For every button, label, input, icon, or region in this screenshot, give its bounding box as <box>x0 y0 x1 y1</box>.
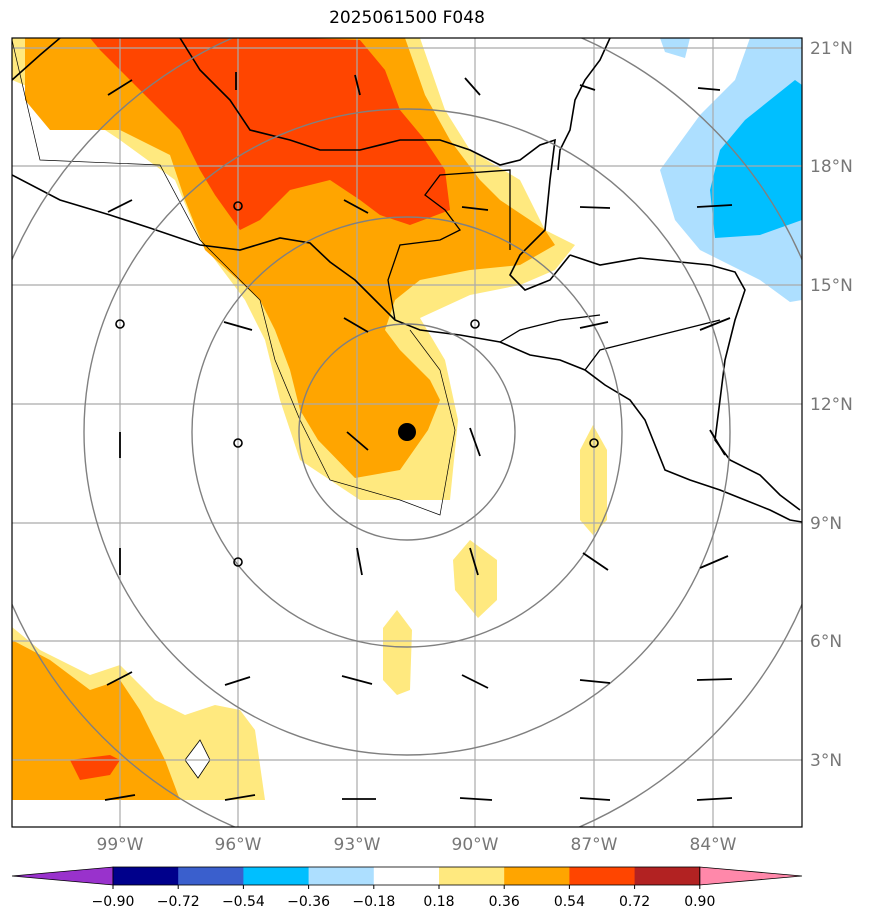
lon-label: 90°W <box>452 835 499 855</box>
colorbar-segment <box>243 867 310 885</box>
map-plot-area <box>12 38 802 827</box>
colorbar-tick-label: −0.90 <box>92 894 135 910</box>
wind-barbs <box>104 72 733 801</box>
map-frame <box>11 37 803 828</box>
latitude-labels: 21°N 18°N 15°N 12°N 9°N 6°N 3°N <box>810 39 853 771</box>
colorbar-tick-label: −0.54 <box>222 894 265 910</box>
lat-label: 12°N <box>810 395 853 415</box>
longitude-labels: 99°W 96°W 93°W 90°W 87°W 84°W <box>97 835 737 855</box>
lat-label: 21°N <box>810 39 853 59</box>
lon-label: 96°W <box>215 835 262 855</box>
colorbar-segment <box>373 867 440 885</box>
map-title: 2025061500 F048 <box>329 8 485 28</box>
colorbar-tick-label: −0.72 <box>157 894 200 910</box>
range-rings <box>12 38 802 827</box>
lon-label: 87°W <box>571 835 618 855</box>
lat-label: 15°N <box>810 276 853 296</box>
lat-label: 6°N <box>810 632 842 652</box>
colorbar-segment <box>439 867 505 885</box>
colorbar-extend-high <box>699 866 803 886</box>
colorbar-segment <box>308 867 375 885</box>
calm-wind-markers <box>115 201 599 567</box>
colorbar-tick-label: −0.18 <box>352 894 395 910</box>
colorbar-tick-label: −0.36 <box>287 894 330 910</box>
lon-label: 99°W <box>97 835 144 855</box>
lat-label: 9°N <box>810 514 842 534</box>
colorbar-extend-low <box>11 866 114 886</box>
colorbar-segment <box>504 867 570 885</box>
colorbar-tick-label: 0.90 <box>684 894 715 910</box>
colorbar-segment <box>178 867 244 885</box>
colorbar-tick-label: 0.72 <box>619 894 650 910</box>
colorbar-tick-label: 0.54 <box>554 894 585 910</box>
lon-label: 93°W <box>334 835 381 855</box>
storm-center-marker <box>398 423 416 441</box>
colorbar-segment <box>569 867 636 885</box>
country-borders <box>387 169 721 371</box>
colorbar: −0.90 −0.72 −0.54 −0.36 −0.18 0.18 0.36 0.54 0.7… <box>11 866 803 910</box>
colorbar-tick-label: 0.36 <box>489 894 520 910</box>
colorbar-segment <box>634 867 701 885</box>
colorbar-frame <box>112 866 701 886</box>
colorbar-segment <box>113 867 179 885</box>
colorbar-tick-label: 0.18 <box>423 894 454 910</box>
lat-label: 3°N <box>810 751 842 771</box>
lon-label: 84°W <box>690 835 737 855</box>
lat-label: 18°N <box>810 157 853 177</box>
